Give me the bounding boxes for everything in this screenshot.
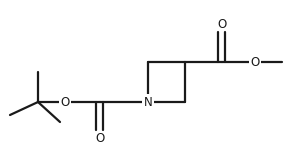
Text: O: O — [217, 17, 226, 31]
Text: O: O — [250, 55, 260, 69]
Text: O: O — [95, 131, 105, 144]
Text: N: N — [144, 95, 152, 109]
Text: O: O — [60, 95, 70, 109]
